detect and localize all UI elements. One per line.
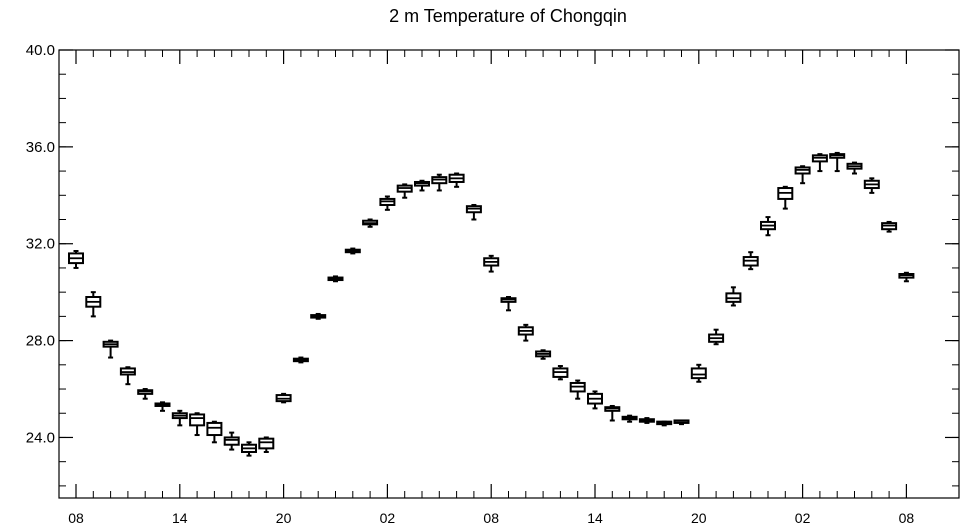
box-20 (414, 179, 430, 192)
box-0 (68, 249, 84, 269)
box-31 (604, 404, 621, 422)
box-39 (742, 251, 759, 271)
box-9 (223, 431, 240, 451)
box-2 (102, 339, 119, 359)
box-40 (760, 216, 776, 237)
box-44 (829, 151, 846, 173)
y-axis: 24.0 28.0 32.0 36.0 40.0 (26, 42, 959, 446)
x-tick-label: 20 (276, 510, 292, 526)
chart-title: 2 m Temperature of Chongqin (389, 6, 627, 26)
box-37 (708, 328, 725, 346)
box-47 (881, 220, 898, 233)
box-12 (275, 392, 292, 404)
box-43 (811, 153, 828, 173)
y-tick-label: 28.0 (26, 333, 55, 350)
box-45 (846, 161, 863, 175)
box-7 (189, 412, 206, 437)
box-3 (119, 366, 136, 386)
box-21 (431, 173, 448, 192)
box-11 (258, 436, 275, 453)
box-iqr (189, 413, 206, 427)
x-tick-label: 02 (795, 510, 811, 526)
box-iqr (690, 367, 707, 380)
box-24 (483, 254, 500, 273)
x-tick-label: 14 (172, 510, 188, 526)
box-28 (552, 365, 569, 381)
box-46 (863, 177, 880, 194)
box-29 (569, 379, 586, 400)
box-30 (587, 390, 603, 410)
box-32 (621, 414, 638, 423)
plot-frame (58, 49, 960, 499)
box-1 (85, 291, 102, 318)
box-27 (535, 349, 552, 360)
box-6 (171, 409, 188, 427)
box-38 (725, 286, 742, 307)
box-4 (137, 388, 154, 400)
box-19 (396, 183, 413, 199)
minor-ticks (59, 49, 959, 498)
x-axis: 08 14 20 02 08 14 20 02 08 (68, 50, 914, 526)
box-5 (154, 401, 171, 412)
box-42 (794, 165, 811, 185)
box-iqr (223, 436, 240, 446)
x-tick-label: 02 (380, 510, 396, 526)
x-tick-label: 08 (899, 510, 915, 526)
box-10 (241, 441, 257, 457)
box-22 (448, 172, 465, 188)
box-41 (777, 185, 794, 210)
y-tick-label: 24.0 (26, 429, 55, 446)
y-tick-label: 32.0 (26, 236, 55, 253)
box-iqr (258, 437, 275, 450)
box-17 (362, 218, 379, 228)
box-35 (673, 419, 690, 426)
box-25 (500, 296, 517, 312)
box-23 (465, 203, 482, 221)
x-tick-label: 08 (68, 510, 84, 526)
y-tick-label: 40.0 (26, 42, 55, 59)
box-48 (898, 271, 915, 283)
y-tick-label: 36.0 (26, 139, 55, 156)
box-14 (310, 312, 327, 320)
box-33 (638, 417, 655, 424)
box-34 (656, 420, 673, 427)
x-tick-label: 14 (587, 510, 603, 526)
box-iqr (206, 421, 223, 437)
x-tick-label: 08 (483, 510, 499, 526)
box-15 (327, 275, 344, 283)
box-16 (344, 247, 361, 255)
box-18 (379, 195, 396, 211)
x-tick-label: 20 (691, 510, 707, 526)
box-series (68, 151, 915, 457)
box-36 (690, 363, 707, 383)
box-26 (517, 323, 534, 342)
box-13 (292, 356, 309, 364)
box-8 (206, 420, 223, 444)
